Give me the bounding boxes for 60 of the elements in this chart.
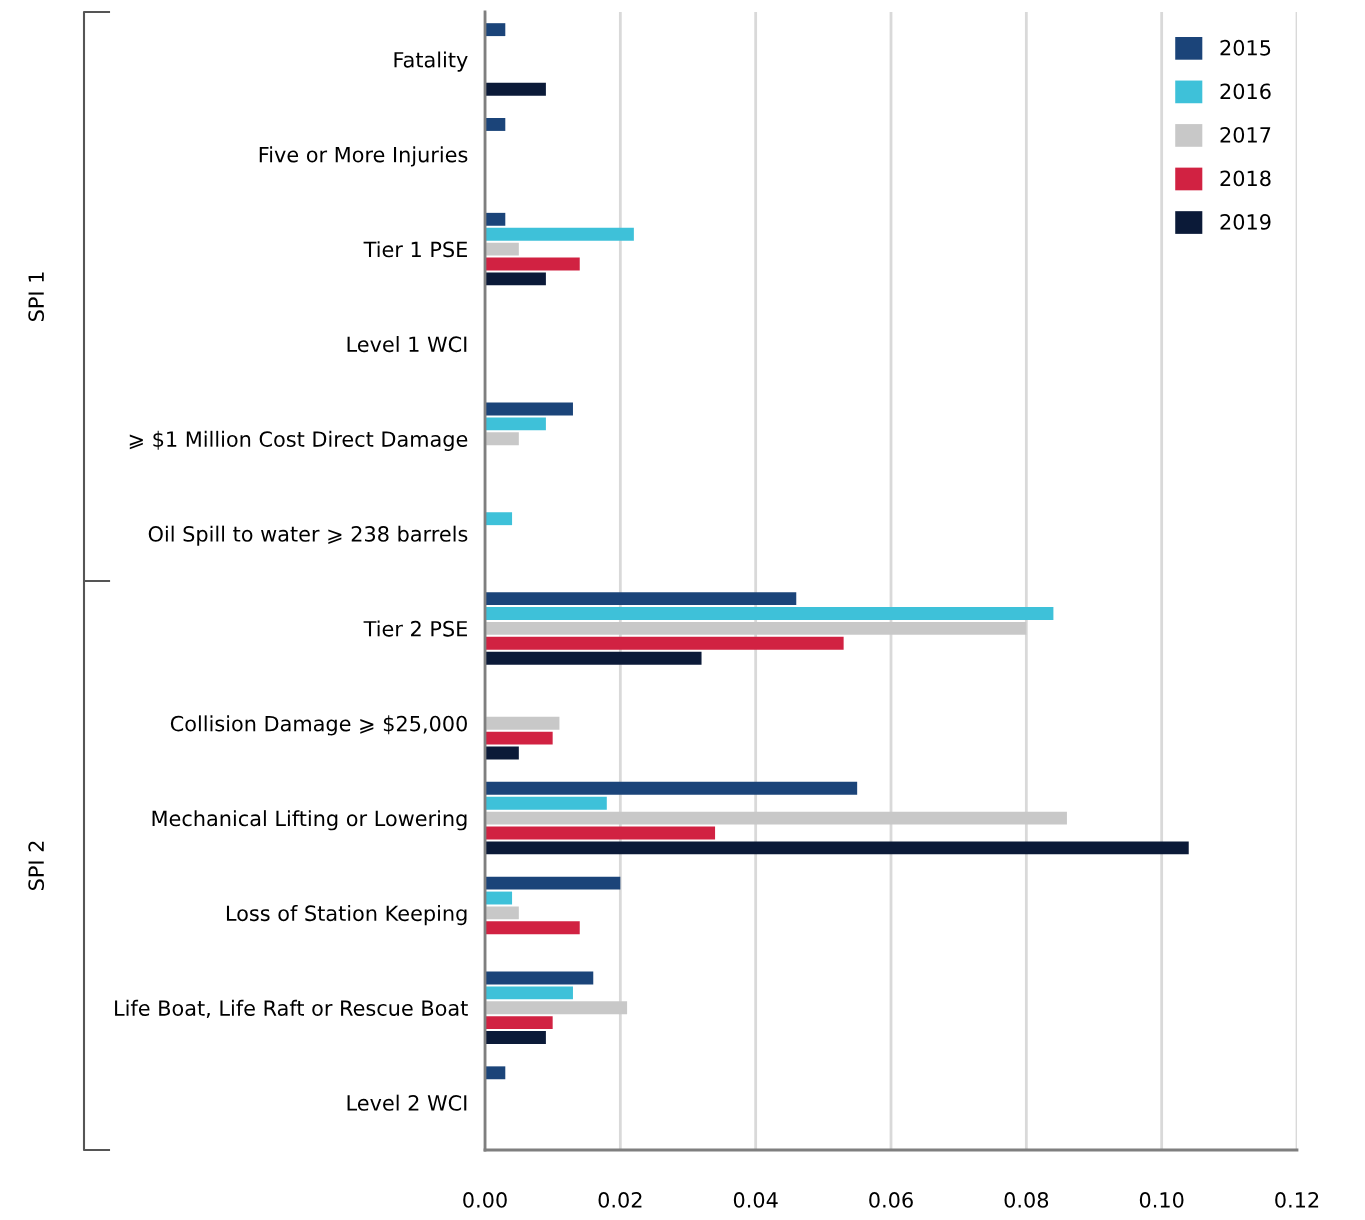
bar <box>485 272 546 286</box>
bar <box>485 242 519 256</box>
bar <box>485 811 1067 825</box>
y-tick-label: Life Boat, Life Raft or Rescue Boat <box>115 999 468 1019</box>
y-tick-label: Five or More Injuries <box>259 146 468 167</box>
legend-label: 2016 <box>1220 83 1271 100</box>
y-tick-label: Mechanical Lifting or Lowering <box>152 810 467 831</box>
y-tick-label: Tier 1 PSE <box>363 241 467 258</box>
bar <box>485 876 621 890</box>
y-tick-label: Tier 2 PSE <box>363 620 467 637</box>
legend-label: 2017 <box>1220 126 1271 143</box>
bar <box>485 607 1054 620</box>
bar <box>485 512 513 526</box>
bar <box>485 257 580 271</box>
y-tick-label: Level 2 WCI <box>347 1094 467 1111</box>
legend-label: 2015 <box>1220 39 1271 56</box>
bar <box>485 23 506 37</box>
bar <box>485 971 594 985</box>
x-tick-label: 0.08 <box>1004 1192 1049 1208</box>
y-tick-label: ⩾ $1 Million Cost Direct Damage <box>129 430 468 451</box>
x-tick-label: 0.04 <box>733 1192 778 1208</box>
bar <box>485 826 716 840</box>
y-tick-label: Loss of Station Keeping <box>226 905 467 926</box>
bar <box>485 716 560 730</box>
bar <box>485 746 519 760</box>
bar <box>485 651 702 665</box>
bar <box>485 906 519 920</box>
bar <box>485 592 797 606</box>
y-tick-label: Level 1 WCI <box>347 336 467 353</box>
bar <box>485 841 1189 855</box>
bar <box>485 781 858 795</box>
bar <box>485 921 580 935</box>
x-tick-label: 0.06 <box>869 1192 913 1208</box>
y-tick-label: Collision Damage ⩾ $25,000 <box>170 715 467 736</box>
legend-label: 2019 <box>1220 214 1271 230</box>
text: SPI 1 <box>28 272 45 322</box>
bar <box>485 1066 506 1080</box>
bar <box>485 417 546 431</box>
text: SPI 2 <box>28 841 45 891</box>
bar <box>485 1016 553 1030</box>
bar <box>485 986 573 1000</box>
bar <box>485 1031 546 1044</box>
x-tick-label: 0.10 <box>1139 1192 1184 1208</box>
bar <box>485 621 1027 635</box>
bar <box>485 82 546 96</box>
bar <box>485 432 519 446</box>
bar <box>485 1001 628 1015</box>
bar <box>485 796 607 810</box>
bar <box>485 731 553 745</box>
y-tick-label: Oil Spill to water ⩾ 238 barrels <box>148 525 468 546</box>
bar <box>485 212 506 226</box>
legend-label: 2018 <box>1220 170 1271 187</box>
y-tick-label: Fatality <box>394 51 468 72</box>
x-tick-label: 0.02 <box>598 1192 642 1208</box>
x-tick-label: 0.12 <box>1275 1192 1319 1208</box>
bar <box>485 402 573 416</box>
bar <box>485 118 506 131</box>
bar <box>485 227 634 241</box>
x-tick-label: 0.00 <box>463 1192 507 1208</box>
bar <box>485 636 844 650</box>
